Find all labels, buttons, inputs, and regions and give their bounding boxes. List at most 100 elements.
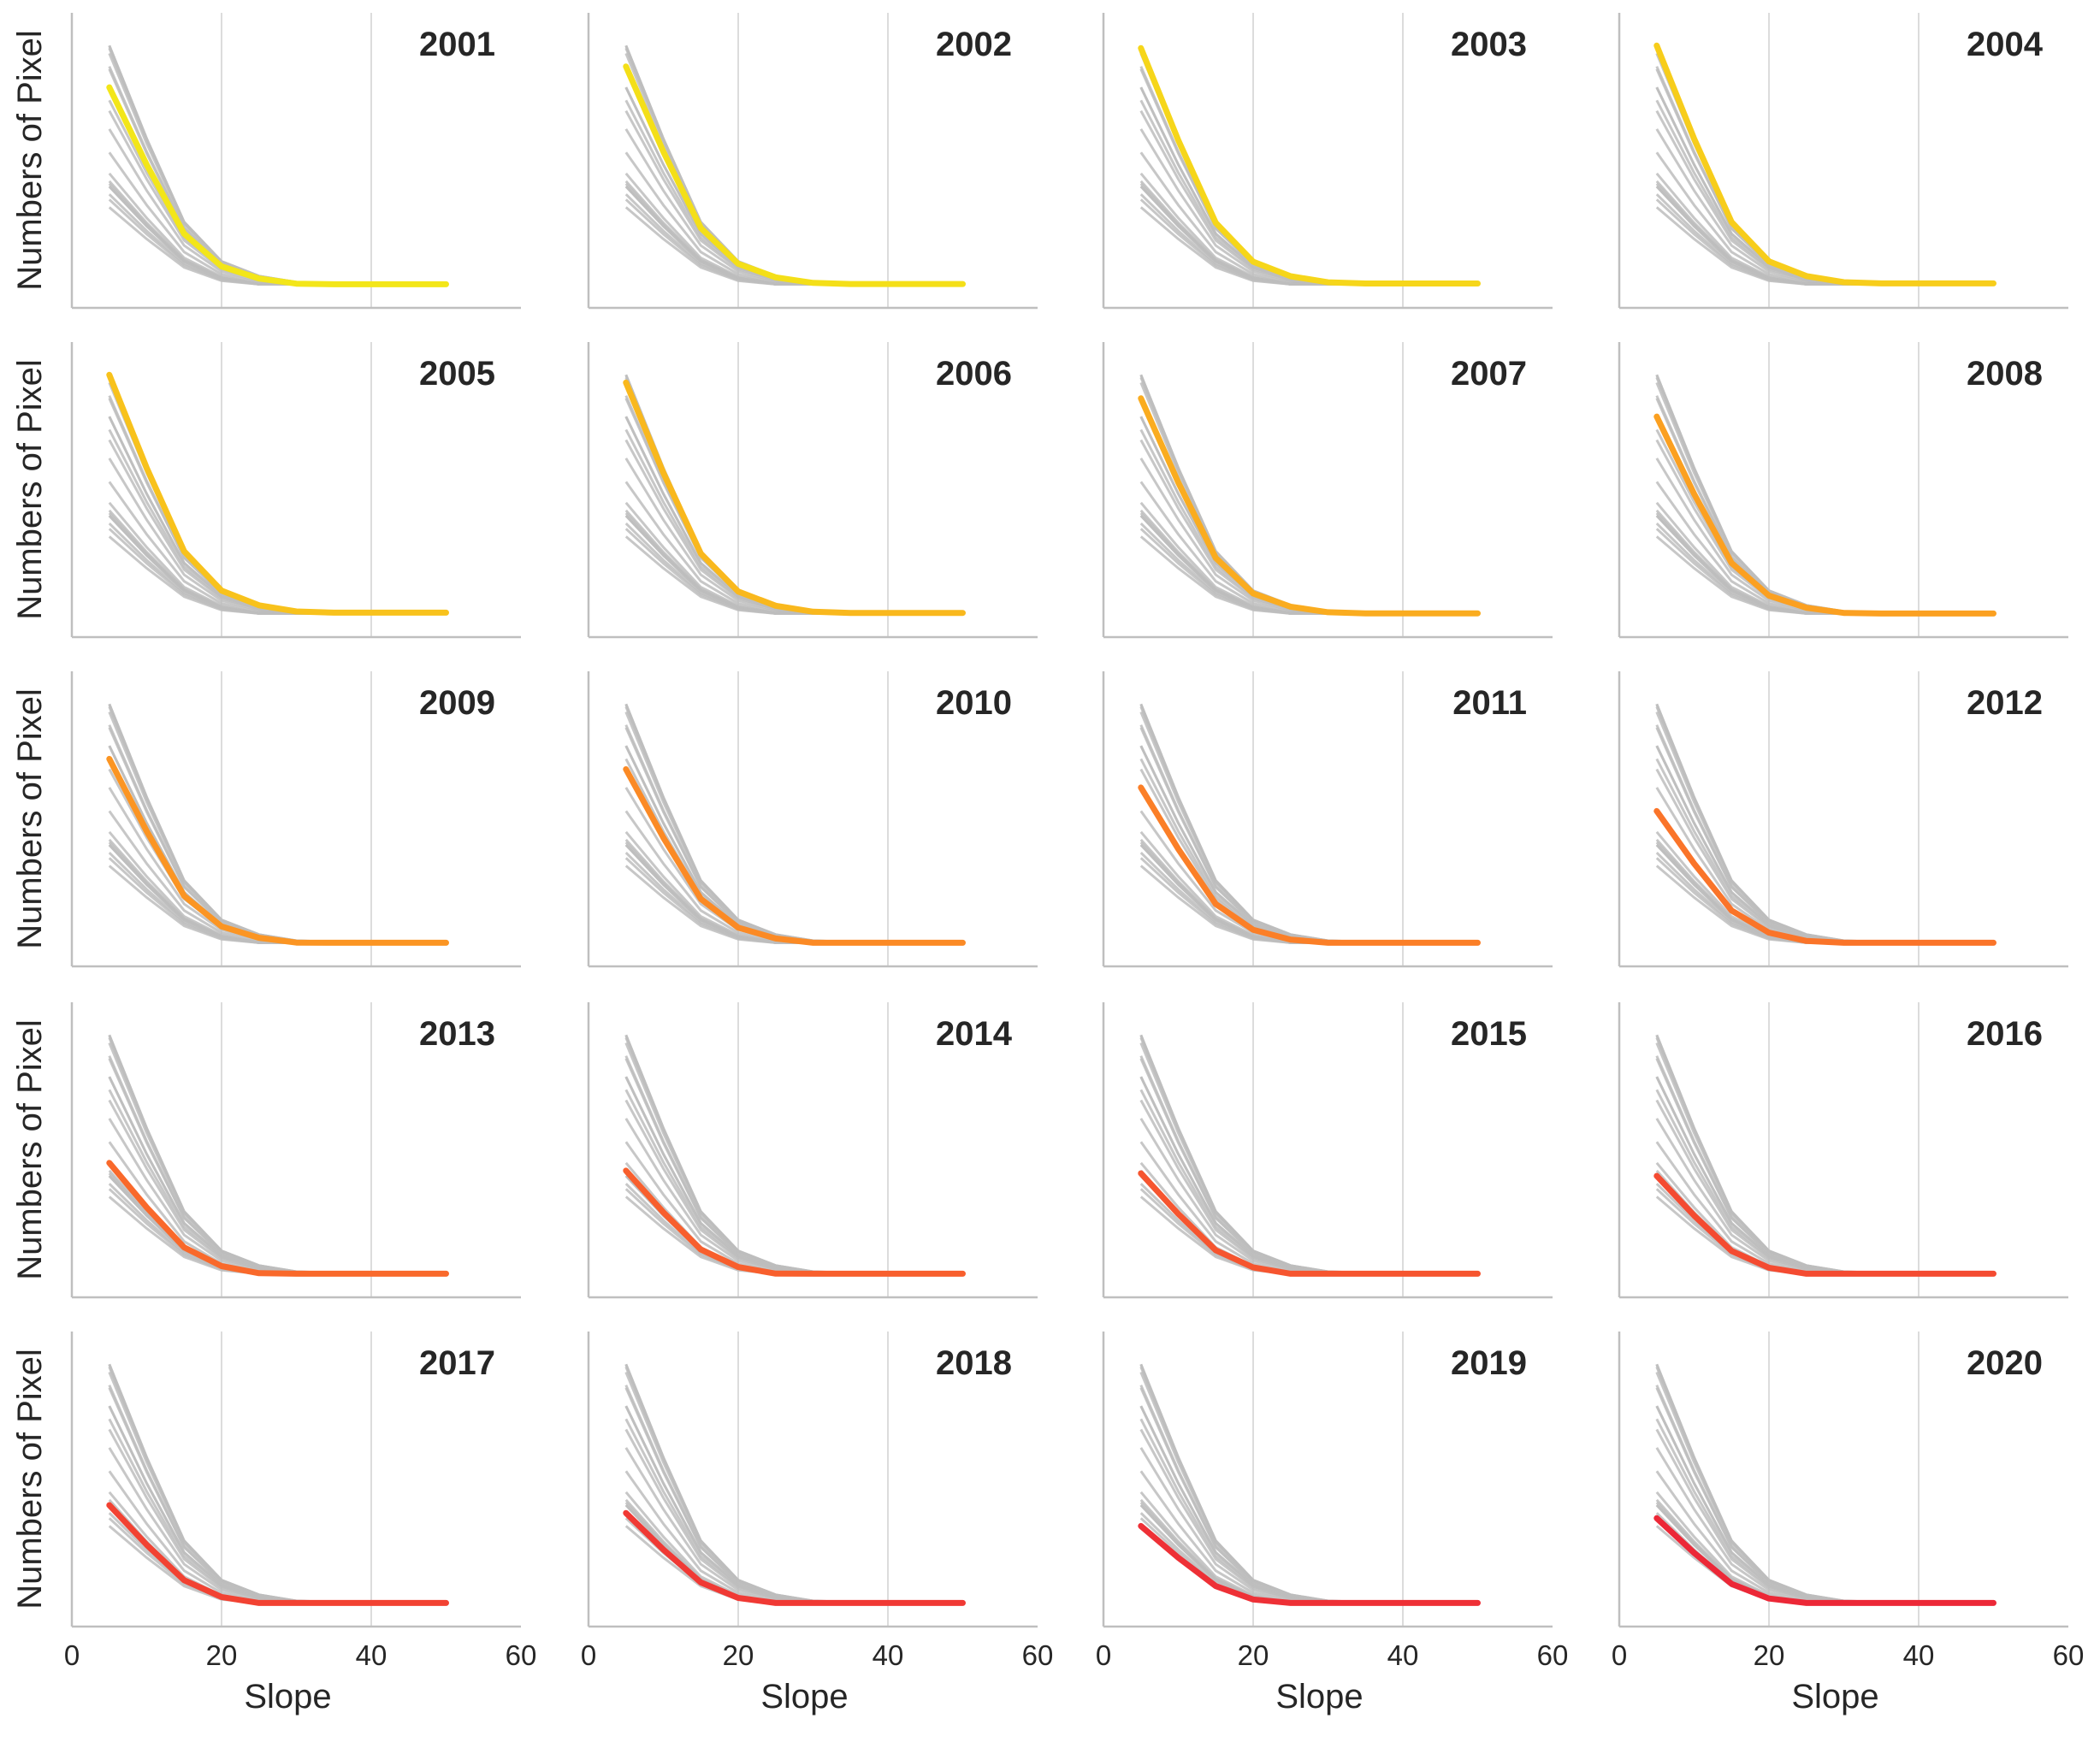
background-series-line [624, 86, 963, 286]
panel-title: 2002 [936, 26, 1012, 63]
highlight-series-line [106, 1160, 449, 1277]
background-series-line [624, 787, 963, 944]
background-series-line [1655, 1385, 1994, 1604]
panel-2008: 2008 [1618, 342, 2068, 639]
panel-2016: 2016 [1618, 1002, 2068, 1299]
panel-title: 2001 [419, 26, 495, 63]
background-series-line [108, 1405, 447, 1604]
panel-title: 2005 [419, 355, 495, 393]
background-series-line [108, 745, 447, 944]
x-tick-label: 60 [1537, 1639, 1569, 1671]
background-series-line [1139, 1405, 1478, 1604]
background-series-line [624, 99, 963, 286]
x-axis-label: Slope [1791, 1678, 1878, 1716]
highlight-series-line [1653, 1172, 1996, 1277]
background-series-line [1139, 745, 1478, 944]
x-tick-label: 20 [1754, 1639, 1785, 1671]
panel-title: 2015 [1451, 1015, 1527, 1053]
highlight-series-line [1653, 42, 1996, 286]
x-tick-label: 60 [1022, 1639, 1054, 1671]
background-series-line [1139, 458, 1478, 615]
panel-title: 2017 [419, 1344, 495, 1382]
background-series-line [108, 416, 447, 615]
background-series-line [624, 758, 963, 944]
background-series-line [1139, 1089, 1478, 1275]
x-tick-label: 20 [206, 1639, 238, 1671]
background-series-line [1655, 1076, 1994, 1275]
highlight-series-line [1653, 1515, 1996, 1606]
panel-title: 2004 [1967, 26, 2044, 63]
x-axis-label: Slope [1275, 1678, 1363, 1716]
background-series-line [108, 724, 447, 944]
background-series-line [108, 1385, 447, 1604]
x-tick-label: 40 [356, 1639, 387, 1671]
background-series-line [624, 128, 963, 286]
panel-2006: 2006 [587, 342, 1038, 639]
background-series-line [108, 416, 447, 615]
background-series-line [624, 1405, 963, 1604]
background-series-line [624, 86, 963, 286]
x-tick-label: 0 [64, 1639, 80, 1671]
background-series-line [1139, 1076, 1478, 1275]
background-series-line [1655, 787, 1994, 944]
x-tick-label: 60 [2053, 1639, 2085, 1671]
background-series-line [1655, 1076, 1994, 1275]
panel-2002: 2002 [587, 13, 1038, 310]
background-series-line [1655, 1118, 1994, 1275]
background-series-line [1655, 1405, 1994, 1604]
panel-2005: 2005 Numbers of Pixel [11, 342, 521, 639]
panel-title: 2006 [936, 355, 1012, 393]
panel-title: 2016 [1967, 1015, 2043, 1053]
background-series-line [1655, 1418, 1994, 1604]
background-series-line [108, 1089, 447, 1275]
highlight-series-line [623, 766, 966, 946]
background-series-line [624, 1385, 963, 1604]
background-series-line [108, 1118, 447, 1275]
x-axis-label: Slope [244, 1678, 331, 1716]
panel-2015: 2015 [1102, 1002, 1553, 1299]
background-series-line [624, 1076, 963, 1275]
background-series-line [624, 1418, 963, 1604]
background-series-line [624, 1076, 963, 1275]
background-series-line [1139, 1447, 1478, 1604]
background-series-line [1655, 86, 1994, 286]
panel-title: 2009 [419, 684, 495, 722]
panel-title: 2013 [419, 1015, 495, 1053]
panel-2013: 2013 Numbers of Pixel [11, 1002, 521, 1299]
background-series-line [1139, 99, 1478, 286]
panel-2020: 2020 0 20 40 60 Slope [1612, 1332, 2085, 1716]
background-series-line [1655, 458, 1994, 615]
background-series-line [1139, 1405, 1478, 1604]
highlight-series-line [106, 1502, 449, 1606]
panel-title: 2019 [1451, 1344, 1527, 1382]
panel-title: 2020 [1967, 1344, 2043, 1382]
panel-2009: 2009 Numbers of Pixel [11, 671, 521, 968]
y-axis-label: Numbers of Pixel [11, 1349, 49, 1609]
x-axis-label: Slope [760, 1678, 848, 1716]
background-series-line [624, 1118, 963, 1275]
panel-2004: 2004 [1618, 13, 2068, 310]
background-series-line [108, 1418, 447, 1604]
background-series-line [624, 1055, 963, 1275]
panel-2011: 2011 [1102, 671, 1553, 968]
panel-2012: 2012 [1618, 671, 2068, 968]
highlight-series-line [1138, 1170, 1481, 1277]
panel-2019: 2019 0 20 40 60 Slope [1096, 1332, 1569, 1716]
background-series-line [624, 1089, 963, 1275]
x-tick-label: 20 [1238, 1639, 1269, 1671]
x-tick-label: 0 [1612, 1639, 1627, 1671]
highlight-series-line [1653, 413, 1996, 617]
background-series-line [108, 458, 447, 615]
x-tick-label: 0 [1096, 1639, 1111, 1671]
background-series-line [108, 787, 447, 944]
x-tick-label: 0 [581, 1639, 596, 1671]
panel-title: 2010 [936, 684, 1012, 722]
background-series-line [1655, 99, 1994, 286]
background-series-line [108, 1076, 447, 1275]
background-series-line [1139, 724, 1478, 944]
panel-2001: 2001 Numbers of Pixel [11, 13, 521, 310]
background-series-line [1655, 1447, 1994, 1604]
background-series-line [624, 416, 963, 615]
highlight-series-line [623, 1509, 966, 1606]
highlight-series-line [1138, 44, 1481, 286]
